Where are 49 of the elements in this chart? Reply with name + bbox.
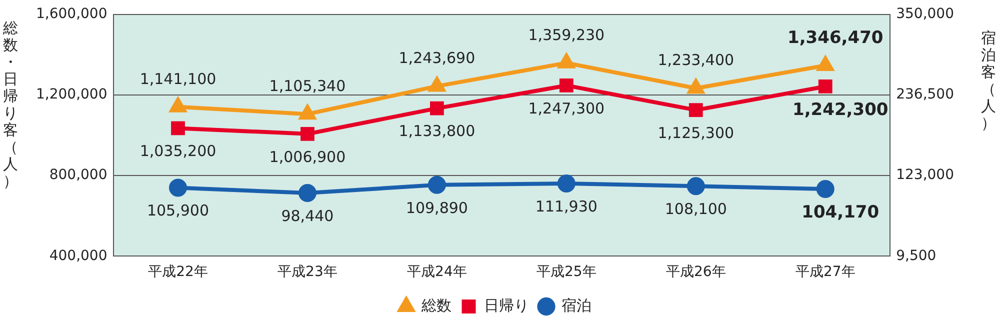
- data-label: 108,100: [664, 200, 727, 218]
- point: [171, 121, 185, 136]
- y2-axis-title: 宿泊客（人）: [981, 29, 996, 132]
- x-tick-label: 平成22年: [148, 264, 208, 280]
- y2-tick-label: 9,500: [896, 248, 936, 264]
- y-tick-label: 1,600,000: [36, 6, 108, 22]
- y-tick-label: 400,000: [49, 248, 108, 264]
- data-label: 1,133,800: [398, 122, 476, 140]
- x-tick-label: 平成27年: [795, 264, 856, 280]
- y-tick-label: 800,000: [49, 167, 108, 184]
- data-label: 1,006,900: [269, 148, 346, 166]
- data-label: 1,243,690: [398, 49, 476, 68]
- text: 総数・日帰り客（人）: [3, 19, 18, 190]
- point: [818, 80, 832, 94]
- x-tick-label: 平成23年: [278, 264, 338, 280]
- data-label: 1,125,300: [658, 124, 734, 142]
- x-tick-label: 平成24年: [407, 264, 467, 280]
- point: [817, 56, 834, 71]
- point: [300, 126, 314, 141]
- y2-tick-label: 350,000: [896, 6, 954, 22]
- point: [430, 101, 444, 116]
- data-label: 1,247,300: [528, 99, 605, 118]
- y-tick-label: 1,200,000: [36, 86, 108, 103]
- data-label: 1,141,100: [140, 70, 216, 88]
- point: [299, 105, 316, 120]
- data-label: 1,105,340: [269, 76, 346, 95]
- x-tick-label: 平成26年: [666, 264, 726, 280]
- data-label: 105,900: [146, 202, 210, 220]
- data-label: 1,346,470: [788, 28, 884, 48]
- data-label: 109,890: [406, 198, 468, 217]
- y2-tick-label: 123,000: [896, 167, 954, 184]
- point: [428, 77, 446, 92]
- data-label: 104,170: [802, 202, 880, 222]
- point: [688, 79, 704, 94]
- point: [558, 54, 574, 68]
- legend-label: 総数: [420, 296, 452, 314]
- point: [559, 78, 574, 92]
- data-label: 1,359,230: [528, 26, 605, 44]
- data-label: 1,242,300: [792, 100, 888, 120]
- data-label: 1,035,200: [140, 142, 216, 160]
- point: [170, 98, 186, 112]
- data-label: 111,930: [535, 197, 598, 216]
- legend-label: 宿泊: [561, 296, 592, 314]
- y2-tick-label: 236,500: [896, 86, 954, 103]
- point: [688, 103, 703, 117]
- data-label: 1,233,400: [658, 51, 734, 70]
- data-label: 98,440: [281, 206, 334, 225]
- x-tick-label: 平成25年: [536, 264, 596, 280]
- legend-label: 日帰り: [484, 296, 529, 314]
